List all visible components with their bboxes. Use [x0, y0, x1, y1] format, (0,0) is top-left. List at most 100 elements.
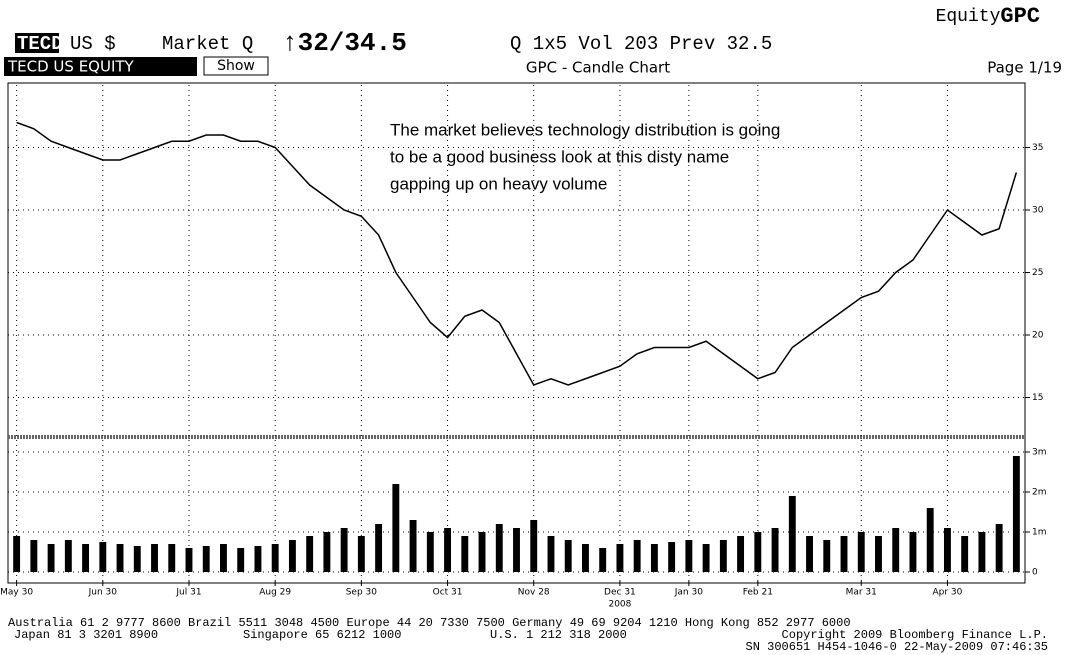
show-label[interactable]: Show	[217, 58, 255, 74]
volume-bar	[220, 544, 227, 572]
volume-bar	[444, 528, 451, 572]
volume-bar	[823, 540, 831, 572]
market: Market Q	[162, 33, 253, 55]
volume-bar	[582, 544, 589, 572]
volume-bar	[306, 536, 314, 572]
volume-bar	[461, 536, 469, 572]
volume-bar	[633, 540, 641, 572]
y-tick-label: 2m	[1032, 488, 1047, 498]
x-tick-label: Dec 31	[604, 588, 636, 598]
volume-bar	[857, 532, 865, 572]
volume-bar	[530, 520, 538, 572]
volume-bar	[875, 536, 882, 572]
volume-bar	[961, 536, 969, 572]
volume-bar	[478, 532, 486, 572]
volume-bar	[685, 540, 693, 572]
volume-bar	[340, 528, 348, 572]
volume-bar	[375, 524, 383, 572]
x-tick-label: May 30	[0, 588, 33, 598]
volume-bar	[237, 548, 245, 572]
price: ↑32/34.5	[282, 28, 407, 58]
x-tick-label: Feb 21	[743, 588, 773, 598]
footer-line: Singapore 65 6212 1000	[243, 628, 401, 642]
chart-frame	[7, 82, 1026, 584]
volume-bar	[116, 544, 124, 572]
brand-name: GPC	[1000, 4, 1040, 29]
volume-bar	[133, 546, 141, 572]
volume-bar	[892, 528, 900, 572]
volume-bar	[616, 544, 624, 572]
y-tick-label: 1m	[1032, 528, 1047, 538]
volume-bar	[30, 540, 38, 572]
volume-bar	[254, 546, 262, 572]
footer-line: Japan 81 3 3201 8900	[14, 628, 158, 642]
x-tick-label: Jul 31	[175, 588, 201, 598]
x-axis-year: 2008	[608, 600, 631, 610]
volume-bar	[168, 544, 176, 572]
chart-title: GPC - Candle Chart	[526, 59, 670, 77]
security-box	[4, 57, 197, 76]
annotation: to be a good business look at this disty…	[390, 147, 729, 166]
y-tick-label: 25	[1032, 268, 1043, 278]
volume-bar	[564, 540, 572, 572]
volume-bar	[788, 496, 796, 572]
volume-bar	[392, 484, 400, 572]
x-tick-label: Sep 30	[346, 588, 378, 598]
volume-bar	[288, 540, 296, 572]
x-tick-label: Apr 30	[932, 588, 962, 598]
volume-bar	[943, 528, 951, 572]
volume-bar	[702, 544, 710, 572]
volume-bar	[599, 548, 607, 572]
volume-bar	[495, 524, 503, 572]
x-tick-label: Oct 31	[433, 588, 463, 598]
volume-bar	[409, 520, 417, 572]
x-tick-label: Jan 30	[674, 588, 703, 598]
volume-bar	[47, 544, 55, 572]
volume-bar	[754, 532, 762, 572]
ticker-box	[15, 33, 59, 53]
footer: Australia 61 2 9777 8600 Brazil 5511 304…	[8, 616, 1048, 654]
volume-bar	[926, 508, 934, 572]
footer-line: SN 300651 H454-1046-0 22-May-2009 07:46:…	[746, 640, 1048, 654]
volume-bar	[202, 546, 210, 572]
y-tick-label: 35	[1032, 143, 1043, 153]
x-tick-label: Nov 28	[518, 588, 550, 598]
volume-bar	[513, 528, 520, 572]
volume-bar	[426, 532, 434, 572]
volume-bar	[64, 540, 72, 572]
footer-line: U.S. 1 212 318 2000	[490, 628, 627, 642]
volume-bar	[650, 544, 658, 572]
x-tick-label: Aug 29	[259, 588, 291, 598]
volume-bar	[995, 524, 1003, 572]
volume-bar	[737, 536, 745, 572]
brand-prefix: Equity	[936, 7, 1001, 27]
y-tick-label: 20	[1032, 331, 1044, 341]
x-tick-label: Mar 31	[846, 588, 877, 598]
volume-bar	[99, 542, 107, 572]
volume-bar	[323, 532, 331, 572]
annotation: The market believes technology distribut…	[390, 120, 780, 139]
ticker: TECD	[17, 33, 63, 55]
volume-bar	[840, 536, 848, 572]
footer-line: Australia 61 2 9777 8600 Brazil 5511 304…	[8, 616, 851, 630]
volume-bar	[978, 532, 986, 572]
y-tick-label: 0	[1032, 568, 1038, 578]
price-line	[16, 121, 1018, 386]
volume-bar	[1012, 456, 1020, 572]
show-button[interactable]	[203, 56, 269, 76]
volume-bar	[82, 544, 90, 572]
security: TECD US EQUITY	[7, 58, 135, 76]
volume-bar	[13, 536, 21, 572]
volume-bar	[719, 540, 727, 572]
volume-bar	[357, 536, 365, 572]
volume-bar	[151, 544, 158, 572]
y-tick-label: 30	[1032, 206, 1044, 216]
y-tick-label: 15	[1032, 393, 1043, 403]
plot: May 30 Jun 30 Jul 31 Aug 29 Sep 30 Oct 31 Nov …	[0, 85, 1047, 610]
footer-line: Copyright 2009 Bloomberg Finance L.P.	[782, 628, 1048, 642]
y-tick-label: 3m	[1032, 448, 1047, 458]
volume-bar	[668, 542, 676, 572]
volume-bar	[547, 536, 555, 572]
volume-bar	[909, 532, 917, 572]
